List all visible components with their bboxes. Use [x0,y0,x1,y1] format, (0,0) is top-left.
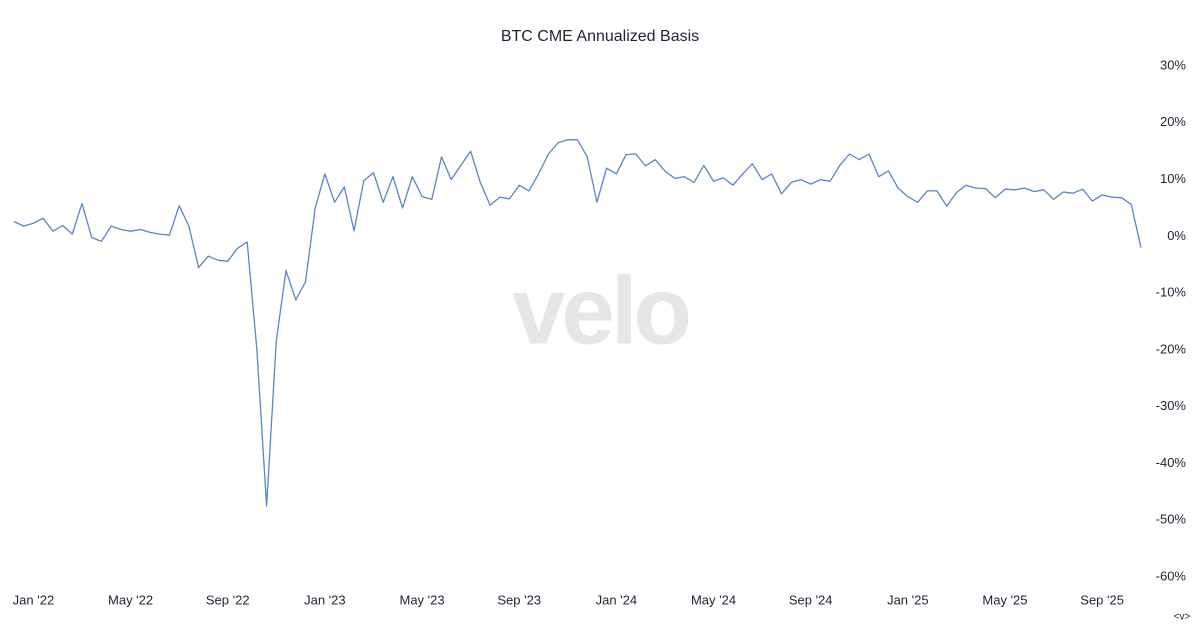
y-tick-label: -60% [1156,568,1187,583]
x-tick-label: Jan '23 [304,592,346,607]
y-tick-label: 20% [1160,114,1186,129]
x-tick-label: May '22 [108,592,153,607]
x-tick-label: Jan '24 [596,592,638,607]
y-tick-label: -50% [1156,512,1187,527]
y-tick-label: 30% [1160,57,1186,72]
x-tick-label: May '25 [982,592,1027,607]
y-tick-label: 10% [1160,171,1186,186]
x-tick-label: Jan '25 [887,592,929,607]
x-tick-label: May '23 [399,592,444,607]
axis-controls[interactable]: <v> [1174,612,1191,623]
y-tick-label: 0% [1167,228,1186,243]
line-series [13,139,1142,507]
chart-title: BTC CME Annualized Basis [501,28,699,45]
x-tick-label: Sep '24 [789,592,833,607]
y-tick-label: -10% [1156,285,1187,300]
y-tick-label: -30% [1156,398,1187,413]
x-tick-label: Sep '23 [497,592,541,607]
x-tick-label: May '24 [691,592,736,607]
x-tick-label: Sep '22 [206,592,250,607]
y-tick-label: -40% [1156,455,1187,470]
x-tick-label: Jan '22 [13,592,55,607]
y-tick-label: -20% [1156,341,1187,356]
x-tick-label: Sep '25 [1080,592,1124,607]
watermark: velo [512,257,688,364]
